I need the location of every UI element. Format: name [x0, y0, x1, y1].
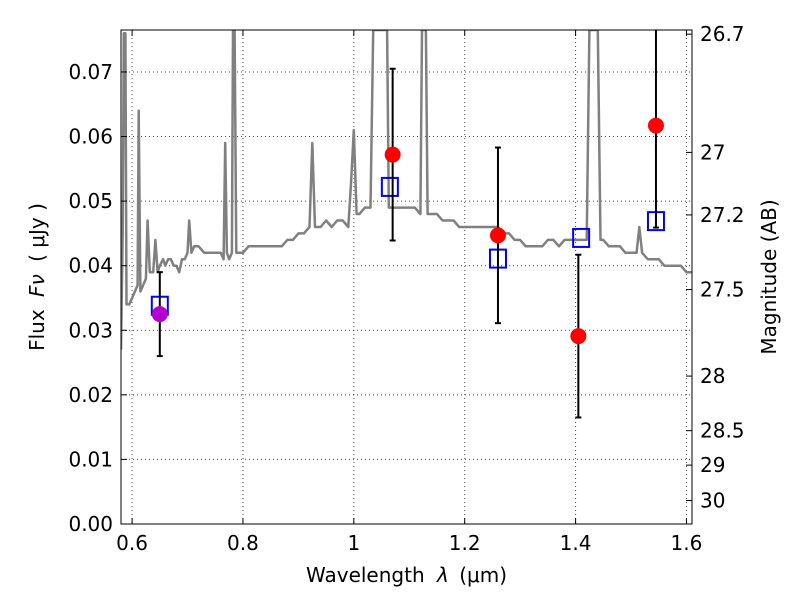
x-axis-label-text: Wavelength: [306, 563, 425, 587]
model-photometry-square: [572, 227, 591, 248]
observed-marker: [151, 306, 168, 323]
x-axis-label-symbol: λ: [436, 563, 449, 587]
model-photometry-square: [380, 176, 399, 197]
y-axis-label-unit: ( μJy ): [25, 203, 49, 262]
y-tick-label: 0.04: [68, 254, 113, 278]
y-tick-label: 0.07: [68, 60, 113, 84]
plot-frame: [120, 29, 693, 525]
y-axis-label: Flux Fν ( μJy ): [25, 203, 49, 351]
y-right-tick-label: 30: [700, 489, 725, 513]
x-tick-label: 0.6: [116, 531, 148, 555]
observed-point: [647, 30, 664, 229]
observed-marker: [384, 146, 401, 163]
x-tick-label: 1: [347, 531, 360, 555]
observed-point: [489, 146, 506, 325]
y-right-tick-label: 27.2: [700, 203, 745, 227]
y-tick-label: 0.01: [68, 447, 113, 471]
y-tick-label: 0.05: [68, 189, 113, 213]
x-axis-label-unit: (μm): [459, 563, 507, 587]
observed-point: [384, 67, 401, 242]
observed-marker: [647, 117, 664, 134]
x-tick-label: 1.4: [560, 531, 592, 555]
observed-marker: [489, 227, 506, 244]
y-tick-label: 0.02: [68, 383, 113, 407]
observed-point: [151, 271, 168, 358]
x-tick-label: 1.6: [671, 531, 703, 555]
plot-series: [121, 30, 692, 419]
x-axis-label: Wavelength λ (μm): [306, 563, 507, 587]
y-right-tick-label: 26.7: [700, 22, 745, 46]
spectrum-line: [121, 30, 692, 350]
y-right-tick-label: 27: [700, 140, 725, 164]
y-right-tick-label: 29: [700, 453, 725, 477]
axes: 0.6 0.8 1 1.2 1.4 1.6 0.00 0.01 0.02 0.03 0.04 0.05…: [68, 22, 744, 555]
observed-marker: [570, 328, 587, 345]
y-right-tick-label: 28: [700, 364, 725, 388]
y-axis-label-symbol: Fν: [25, 274, 49, 297]
y-right-axis-label: Magnitude (AB): [757, 199, 781, 354]
y-right-tick-label: 27.5: [700, 278, 745, 302]
y-right-tick-label: 28.5: [700, 419, 745, 443]
y-tick-label: 0.00: [68, 512, 113, 536]
x-tick-label: 1.2: [449, 531, 481, 555]
x-tick-label: 0.8: [227, 531, 259, 555]
observed-point: [570, 253, 587, 419]
grid: [121, 30, 692, 525]
y-tick-label: 0.03: [68, 318, 113, 342]
y-tick-label: 0.06: [68, 125, 113, 149]
y-axis-label-text: Flux: [25, 309, 49, 351]
